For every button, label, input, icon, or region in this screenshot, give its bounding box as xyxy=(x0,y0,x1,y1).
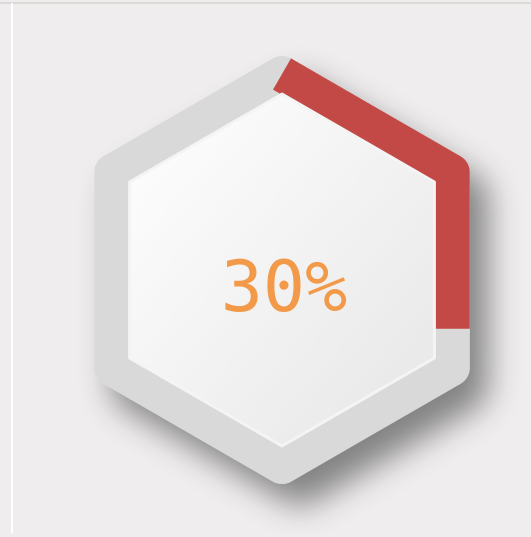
hexagon-gauge xyxy=(94,56,470,484)
progress-bar xyxy=(94,56,470,484)
progress-label: 30% xyxy=(221,246,347,328)
inner-hexagon xyxy=(128,92,436,448)
